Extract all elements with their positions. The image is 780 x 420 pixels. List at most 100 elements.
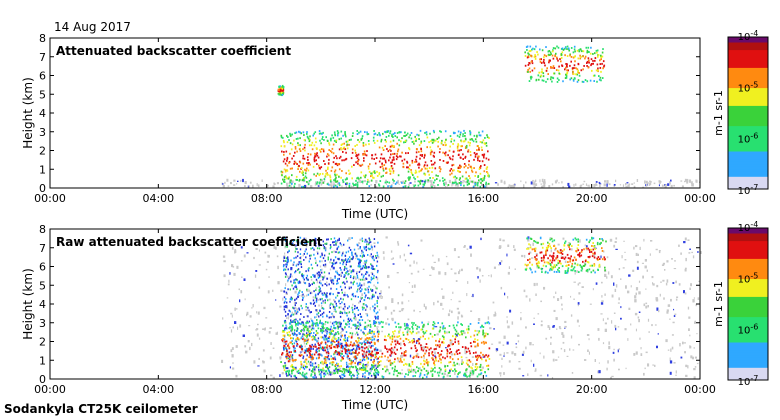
cloud-cell — [462, 153, 464, 156]
cloud-cell — [441, 335, 444, 338]
noise-cell — [286, 241, 288, 243]
cloud-cell — [364, 321, 367, 324]
cloud-cell — [316, 172, 319, 175]
noise-cell — [267, 254, 270, 258]
noise-cell — [561, 332, 564, 335]
noise-cell — [693, 347, 695, 349]
cloud-cell — [389, 169, 391, 172]
cloud-cell — [323, 327, 325, 330]
cloud-cell — [568, 49, 570, 52]
cloud-cell — [376, 134, 379, 136]
cloud-cell — [381, 162, 383, 165]
cloud-cell — [565, 63, 567, 65]
noise-cell — [372, 255, 374, 258]
noise-cell — [366, 271, 369, 274]
noise-cell — [325, 330, 327, 333]
cloud-cell — [406, 333, 409, 336]
cloud-cell — [422, 324, 424, 327]
noise-cell — [312, 274, 314, 276]
cloud-cell — [437, 352, 439, 354]
noise-cell — [649, 180, 651, 183]
colorbar-swatch — [728, 90, 768, 94]
noise-cell — [317, 337, 320, 340]
noise-cell — [366, 325, 368, 328]
noise-cell — [345, 277, 347, 280]
cloud-cell — [296, 163, 298, 165]
noise-cell — [297, 311, 299, 313]
noise-cell — [472, 293, 474, 298]
cloud-cell — [458, 149, 461, 152]
noise-cell — [291, 311, 293, 314]
noise-cell — [282, 297, 284, 301]
cloud-cell — [286, 370, 289, 373]
noise-cell — [310, 263, 313, 266]
cloud-cell — [448, 331, 450, 334]
cloud-cell — [370, 179, 373, 182]
cloud-cell — [457, 340, 460, 343]
noise-cell — [284, 329, 286, 331]
cloud-cell — [488, 358, 491, 360]
noise-cell — [533, 363, 535, 367]
noise-cell — [304, 338, 306, 341]
noise-cell — [313, 368, 316, 371]
cloud-cell — [533, 48, 536, 51]
noise-cell — [337, 245, 340, 248]
cloud-cell — [286, 169, 289, 172]
noise-cell — [318, 285, 320, 288]
noise-cell — [673, 315, 676, 317]
noise-cell — [523, 184, 525, 188]
cloud-cell — [404, 375, 406, 378]
cloud-cell — [584, 55, 587, 58]
noise-cell — [297, 293, 299, 296]
cloud-cell — [348, 139, 351, 141]
cloud-cell — [453, 169, 455, 172]
noise-cell — [286, 244, 289, 247]
cloud-cell — [317, 347, 320, 349]
cloud-cell — [291, 326, 294, 329]
noise-cell — [633, 353, 636, 356]
noise-cell — [358, 337, 360, 339]
cloud-cell — [340, 147, 342, 149]
cloud-cell — [568, 47, 570, 50]
cloud-cell — [439, 329, 441, 332]
cloud-cell — [438, 136, 440, 139]
noise-cell — [645, 305, 648, 309]
cloud-cell — [463, 140, 466, 143]
noise-cell — [267, 254, 269, 257]
noise-cell — [283, 308, 286, 311]
cloud-cell — [560, 57, 563, 59]
noise-cell — [319, 271, 322, 273]
colorbar-swatch — [728, 95, 768, 99]
noise-cell — [291, 342, 294, 345]
noise-cell — [344, 291, 346, 294]
cloud-cell — [457, 130, 460, 133]
noise-cell — [388, 286, 390, 289]
noise-cell — [339, 312, 341, 314]
cloud-cell — [540, 74, 542, 77]
cloud-cell — [365, 354, 367, 357]
noise-cell — [369, 369, 372, 372]
cloud-cell — [573, 67, 575, 69]
cloud-cell — [278, 91, 281, 94]
noise-cell — [296, 239, 298, 242]
noise-cell — [301, 299, 304, 301]
cloud-cell — [311, 354, 313, 357]
noise-cell — [298, 295, 301, 297]
cloud-cell — [423, 363, 426, 366]
noise-cell — [329, 261, 331, 264]
cloud-cell — [474, 345, 476, 348]
noise-cell — [284, 320, 287, 323]
noise-cell — [348, 237, 350, 240]
cloud-cell — [346, 143, 349, 146]
cloud-cell — [534, 54, 536, 56]
noise-cell — [562, 334, 565, 338]
cloud-cell — [309, 350, 312, 353]
noise-cell — [315, 316, 317, 318]
noise-cell — [382, 251, 385, 254]
cloud-cell — [404, 139, 407, 142]
noise-cell — [339, 285, 342, 288]
noise-cell — [571, 372, 574, 374]
cloud-cell — [288, 334, 291, 337]
noise-cell — [432, 254, 434, 257]
noise-cell — [632, 269, 635, 272]
